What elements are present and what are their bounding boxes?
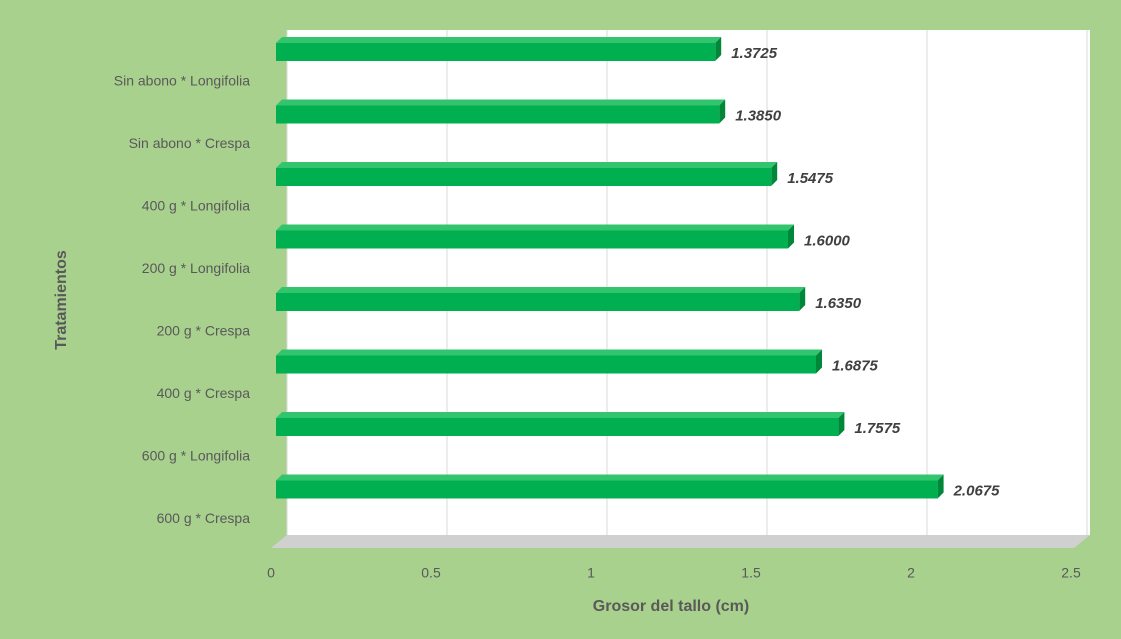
bar	[276, 224, 794, 249]
value-label: 1.6875	[832, 357, 879, 374]
value-label: 1.7575	[854, 420, 901, 437]
x-axis-title: Grosor del tallo (cm)	[593, 598, 749, 615]
bar-top	[276, 287, 806, 293]
value-label: 1.5475	[787, 170, 834, 187]
x-tick-label: 2	[907, 565, 915, 581]
bar-end	[719, 99, 726, 124]
bar-top	[276, 162, 778, 168]
y-tick-label: 200 g * Crespa	[157, 323, 251, 339]
x-tick-label: 1.5	[741, 565, 761, 581]
bar	[276, 99, 726, 124]
bar-end	[937, 474, 944, 499]
bar-end	[788, 224, 794, 249]
x-tick-label: 0.5	[421, 565, 441, 581]
x-tick-label: 1	[587, 565, 595, 581]
bar-end	[838, 412, 845, 436]
y-tick-label: Sin abono * Longifolia	[114, 73, 250, 89]
value-label: 2.0675	[953, 482, 1001, 499]
y-tick-label: 400 g * Crespa	[157, 385, 251, 401]
bar-front	[276, 105, 720, 124]
bar-front	[276, 293, 800, 311]
bar-top	[276, 99, 726, 106]
bar-front	[276, 418, 839, 436]
bar-front	[276, 43, 716, 61]
bar	[276, 287, 806, 311]
value-label: 1.6000	[804, 232, 851, 249]
bar-front	[276, 168, 772, 186]
bar-top	[276, 412, 845, 418]
bar	[276, 412, 845, 436]
bar	[276, 37, 722, 61]
plot-floor	[271, 535, 1090, 548]
bar-end	[816, 349, 822, 374]
y-tick-label: 200 g * Longifolia	[142, 260, 250, 276]
x-tick-label: 2.5	[1061, 565, 1081, 581]
bar-top	[276, 474, 944, 481]
bar	[276, 474, 944, 499]
bar-front	[276, 355, 816, 374]
bar	[276, 349, 822, 374]
bar-front	[276, 230, 788, 249]
bar-top	[276, 224, 794, 231]
bar	[276, 162, 778, 186]
x-tick-label: 0	[267, 565, 275, 581]
y-tick-label: 600 g * Crespa	[157, 510, 251, 526]
bar-end	[771, 162, 778, 186]
bar-end	[715, 37, 722, 61]
y-tick-label: Sin abono * Crespa	[129, 135, 251, 151]
bar-front	[276, 480, 938, 499]
value-label: 1.6350	[815, 295, 862, 312]
value-label: 1.3850	[735, 107, 782, 124]
y-tick-label: 600 g * Longifolia	[142, 448, 250, 464]
bar-end	[799, 287, 806, 311]
value-label: 1.3725	[731, 45, 778, 62]
bar-top	[276, 37, 722, 43]
y-axis-title: Tratamientos	[53, 250, 70, 350]
y-tick-label: 400 g * Longifolia	[142, 198, 250, 214]
bar-top	[276, 349, 822, 356]
